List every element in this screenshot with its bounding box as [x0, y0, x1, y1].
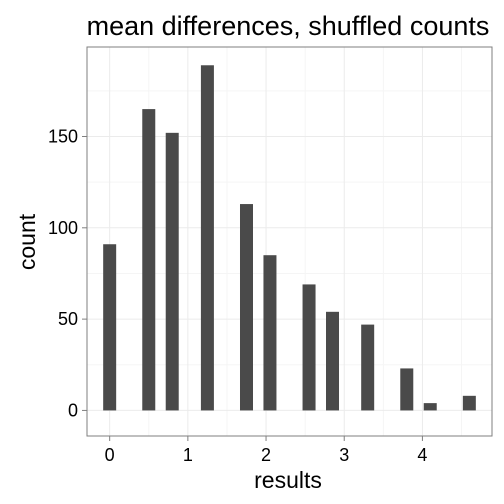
x-axis: 0 1 2 3 4 — [105, 436, 427, 465]
bar — [423, 403, 437, 411]
y-tick-label: 50 — [58, 309, 78, 329]
panel-border — [86, 46, 493, 437]
bar — [165, 132, 179, 411]
bar — [239, 204, 253, 411]
bars — [103, 65, 476, 411]
bar — [263, 255, 277, 411]
chart-title: mean differences, shuffled counts — [87, 11, 490, 41]
x-tick-label: 4 — [417, 445, 427, 465]
x-tick-label: 2 — [261, 445, 271, 465]
bar — [462, 395, 476, 411]
y-tick-label: 100 — [48, 218, 78, 238]
y-tick-label: 0 — [68, 400, 78, 420]
bar — [361, 324, 375, 411]
x-tick-label: 0 — [105, 445, 115, 465]
y-tick-label: 150 — [48, 126, 78, 146]
bar — [200, 65, 214, 411]
bar — [142, 109, 156, 411]
x-axis-title: results — [254, 467, 322, 493]
y-axis-title: count — [14, 213, 40, 270]
bar — [326, 311, 340, 411]
x-tick-label: 1 — [183, 445, 193, 465]
bar — [302, 284, 316, 411]
bar — [400, 368, 414, 411]
bar — [103, 244, 117, 411]
y-axis: 0 50 100 150 — [48, 126, 87, 420]
x-tick-label: 3 — [339, 445, 349, 465]
